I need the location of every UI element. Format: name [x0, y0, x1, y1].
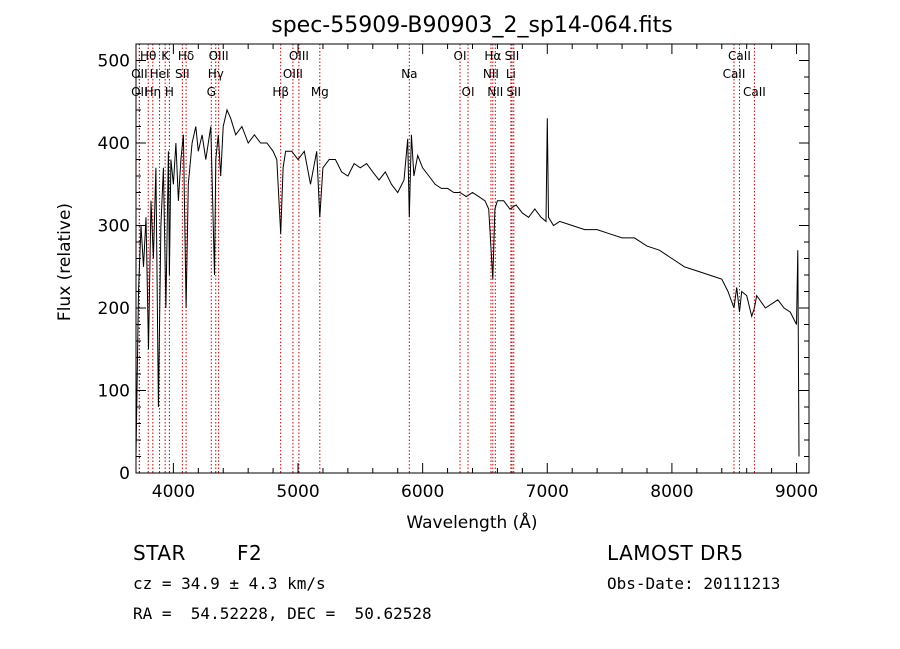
chart-title: spec-55909-B90903_2_sp14-064.fits [271, 13, 673, 38]
spectral-subclass: F2 [237, 541, 263, 565]
observation-date: Obs-Date: 20111213 [607, 574, 781, 593]
spectral-line-label: OIII [289, 49, 309, 63]
spectral-line-label: Hα [484, 49, 501, 63]
spectral-line-labels: Hθ K Hδ OIII OIII OI Hα SII CaII OII HeI SII Hγ OIII N… [131, 49, 766, 99]
spectral-line-label: OII [131, 85, 148, 99]
spectral-line-label: G [207, 85, 216, 99]
spectral-line-label: Hη [145, 85, 162, 99]
spectral-line-markers [138, 44, 755, 473]
spectral-line-label: OI [462, 85, 475, 99]
y-tick-label: 0 [119, 464, 130, 484]
spectral-line-label: NII [487, 85, 503, 99]
spectral-line-label: SII [505, 49, 520, 63]
spectral-line-label: Hδ [178, 49, 194, 63]
y-axis: 0 100 200 300 400 500 [98, 43, 809, 484]
x-axis-label: Wavelength (Å) [406, 511, 537, 533]
spectral-line-label: NII [483, 67, 499, 81]
spectrum-line [135, 108, 800, 457]
coordinates: RA = 54.52228, DEC = 50.62528 [133, 604, 432, 623]
y-tick-label: 500 [98, 52, 130, 72]
spectral-line-label: Hγ [208, 67, 224, 81]
spectral-line-label: OIII [283, 67, 303, 81]
spectral-line-label: Na [401, 67, 417, 81]
x-tick-label: 8000 [650, 482, 693, 502]
spectral-line-label: OII [131, 67, 148, 81]
spectral-line-label: SII [506, 85, 521, 99]
y-tick-label: 100 [98, 382, 130, 402]
x-tick-label: 6000 [401, 482, 444, 502]
spectral-line-label: CaII [723, 67, 746, 81]
spectral-line-label: Mg [311, 85, 329, 99]
x-tick-label: 9000 [775, 482, 818, 502]
survey-name: LAMOST DR5 [607, 541, 744, 565]
spectral-line-label: SII [175, 67, 190, 81]
spectral-line-label: CaII [728, 49, 751, 63]
x-tick-label: 7000 [526, 482, 569, 502]
x-tick-label: 4000 [152, 482, 195, 502]
spectral-line-label: OIII [209, 49, 229, 63]
x-axis: 4000 5000 6000 7000 8000 9000 [152, 44, 818, 502]
object-class: STAR [133, 541, 186, 565]
plot-frame [135, 43, 810, 474]
spectral-line-label: Hβ [272, 85, 289, 99]
spectral-line-label: K [161, 49, 170, 63]
redshift-cz: cz = 34.9 ± 4.3 km/s [133, 574, 326, 593]
x-tick-label: 5000 [276, 482, 319, 502]
spectral-line-label: Li [506, 67, 516, 81]
y-axis-label: Flux (relative) [55, 203, 75, 321]
spectral-line-label: CaII [743, 85, 766, 99]
y-tick-label: 200 [98, 299, 130, 319]
spectral-line-label: H [165, 85, 174, 99]
spectral-line-label: Hθ [140, 49, 156, 63]
y-tick-label: 400 [98, 134, 130, 154]
y-tick-label: 300 [98, 217, 130, 237]
spectral-line-label: OI [454, 49, 467, 63]
spectral-line-label: HeI [150, 67, 170, 81]
